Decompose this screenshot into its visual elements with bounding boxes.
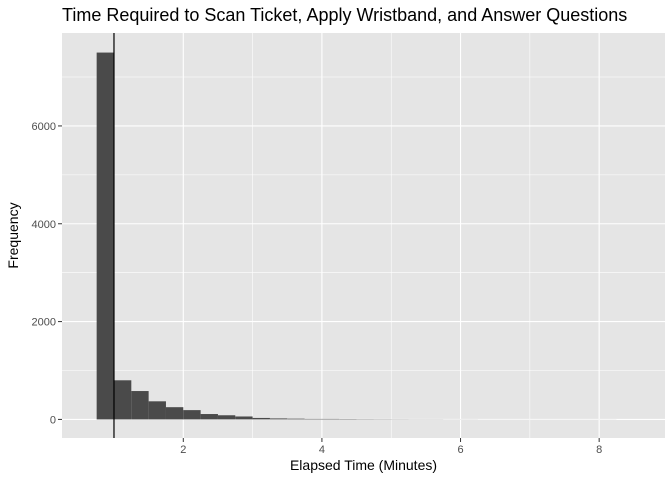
x-tick-label-1: 4 xyxy=(319,444,325,456)
chart-title: Time Required to Scan Ticket, Apply Wris… xyxy=(62,5,627,25)
histogram-bar-11 xyxy=(269,418,288,420)
histogram-bar-8 xyxy=(217,415,236,420)
plot-panel xyxy=(62,33,665,438)
histogram-bar-7 xyxy=(200,414,218,420)
y-axis-title: Frequency xyxy=(5,202,21,268)
histogram-bar-5 xyxy=(165,407,184,420)
y-tick-label-2: 4000 xyxy=(32,219,56,231)
histogram-bar-2 xyxy=(113,380,132,420)
x-tick-label-2: 6 xyxy=(457,444,463,456)
histogram-bar-9 xyxy=(235,416,253,420)
y-tick-label-0: 0 xyxy=(50,414,56,426)
histogram-bar-1 xyxy=(96,52,114,420)
x-tick-label-3: 8 xyxy=(596,444,602,456)
grid-minor xyxy=(62,33,665,438)
histogram-bar-12 xyxy=(287,418,305,420)
x-axis-ticks: 2 4 6 8 xyxy=(180,438,602,456)
bars xyxy=(96,52,617,420)
y-axis-ticks: 0 2000 4000 6000 xyxy=(32,121,62,426)
x-tick-label-0: 2 xyxy=(180,444,186,456)
histogram-bar-6 xyxy=(183,410,201,420)
histogram-bar-3 xyxy=(131,391,149,420)
y-tick-label-3: 6000 xyxy=(32,121,56,133)
histogram-bar-10 xyxy=(252,417,270,420)
histogram-bar-4 xyxy=(148,401,166,420)
y-tick-label-1: 2000 xyxy=(32,317,56,329)
x-axis-title: Elapsed Time (Minutes) xyxy=(290,457,437,473)
